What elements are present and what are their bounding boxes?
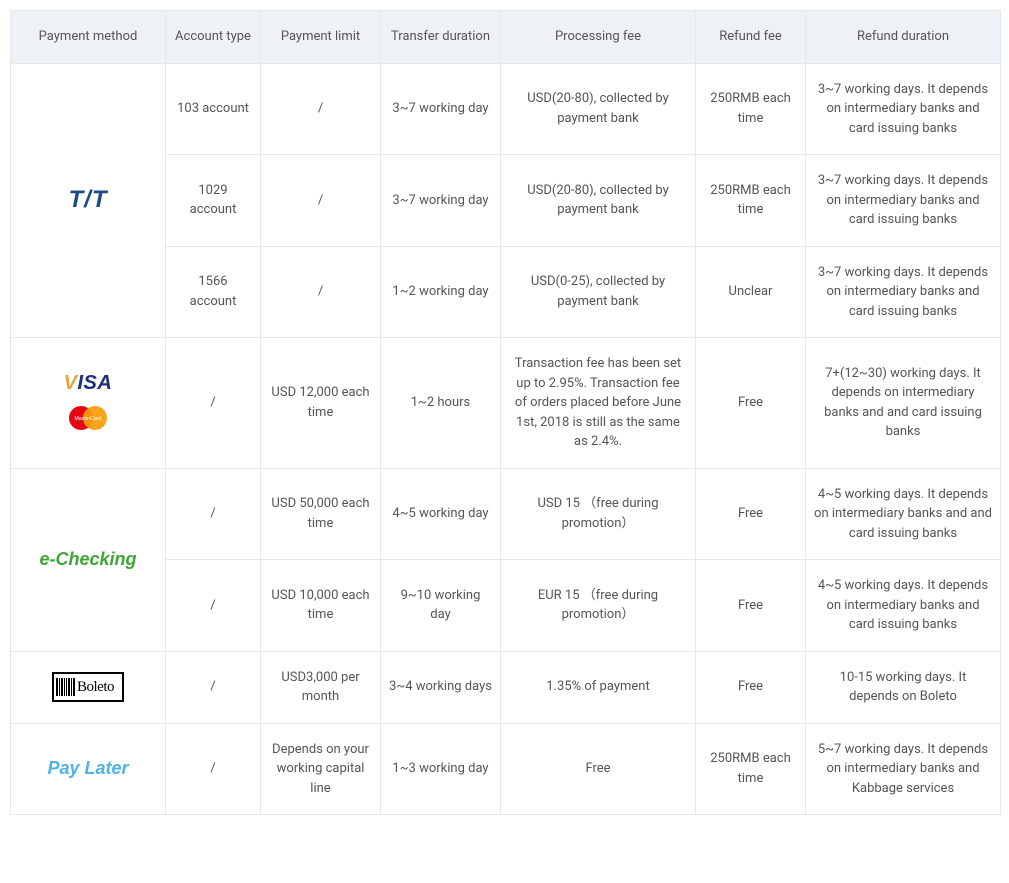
cell-transfer: 1~2 working day [381,246,501,338]
cell-processing: USD(0-25), collected by payment bank [501,246,696,338]
cell-limit: / [261,155,381,247]
table-row: Boleto / USD3,000 per month 3~4 working … [11,651,1001,723]
cell-limit: / [261,246,381,338]
cell-refund-duration: 10-15 working days. It depends on Boleto [806,651,1001,723]
payment-methods-table: Payment method Account type Payment limi… [10,10,1001,815]
boleto-logo: Boleto [52,672,124,703]
cell-account: 1029 account [166,155,261,247]
cell-processing: USD 15 （free during promotion） [501,468,696,560]
header-refund-duration: Refund duration [806,11,1001,64]
header-transfer: Transfer duration [381,11,501,64]
method-visa-mastercard: VISA MasterCard [11,338,166,469]
cell-account: 103 account [166,63,261,155]
cell-refund-duration: 3~7 working days. It depends on intermed… [806,63,1001,155]
cell-account: / [166,723,261,815]
cell-refund-duration: 4~5 working days. It depends on intermed… [806,468,1001,560]
header-method: Payment method [11,11,166,64]
visa-logo: VISA [19,368,157,398]
cell-refund-duration: 4~5 working days. It depends on intermed… [806,560,1001,652]
table-row: e-Checking / USD 50,000 each time 4~5 wo… [11,468,1001,560]
cell-transfer: 4~5 working day [381,468,501,560]
paylater-logo: Pay Later [47,758,128,778]
cell-processing: USD(20-80), collected by payment bank [501,63,696,155]
header-limit: Payment limit [261,11,381,64]
cell-refund: Unclear [696,246,806,338]
cell-transfer: 1~3 working day [381,723,501,815]
echecking-logo: e-Checking [39,549,136,569]
cell-processing: Transaction fee has been set up to 2.95%… [501,338,696,469]
cell-limit: Depends on your working capital line [261,723,381,815]
cell-refund: 250RMB each time [696,155,806,247]
cell-account: 1566 account [166,246,261,338]
cell-transfer: 9~10 working day [381,560,501,652]
svg-text:MasterCard: MasterCard [74,416,101,422]
cell-limit: USD 10,000 each time [261,560,381,652]
method-paylater: Pay Later [11,723,166,815]
tt-logo: T/T [69,186,108,213]
table-row: VISA MasterCard / USD 12,000 each time 1… [11,338,1001,469]
cell-account: / [166,651,261,723]
header-row: Payment method Account type Payment limi… [11,11,1001,64]
cell-limit: / [261,63,381,155]
method-echecking: e-Checking [11,468,166,651]
cell-processing: 1.35% of payment [501,651,696,723]
cell-refund: Free [696,468,806,560]
cell-refund: 250RMB each time [696,723,806,815]
cell-transfer: 1~2 hours [381,338,501,469]
cell-account: / [166,468,261,560]
header-processing: Processing fee [501,11,696,64]
header-account: Account type [166,11,261,64]
cell-account: / [166,338,261,469]
cell-refund: Free [696,651,806,723]
cell-refund: 250RMB each time [696,63,806,155]
cell-account: / [166,560,261,652]
cell-refund: Free [696,560,806,652]
cell-transfer: 3~7 working day [381,155,501,247]
cell-limit: USD 12,000 each time [261,338,381,469]
cell-processing: USD(20-80), collected by payment bank [501,155,696,247]
table-row: Pay Later / Depends on your working capi… [11,723,1001,815]
cell-limit: USD3,000 per month [261,651,381,723]
table-row: T/T 103 account / 3~7 working day USD(20… [11,63,1001,155]
cell-processing: Free [501,723,696,815]
cell-transfer: 3~4 working days [381,651,501,723]
method-boleto: Boleto [11,651,166,723]
cell-limit: USD 50,000 each time [261,468,381,560]
cell-refund-duration: 5~7 working days. It depends on intermed… [806,723,1001,815]
cell-processing: EUR 15 （free during promotion） [501,560,696,652]
cell-refund: Free [696,338,806,469]
header-refund: Refund fee [696,11,806,64]
cell-refund-duration: 7+(12~30) working days. It depends on in… [806,338,1001,469]
cell-refund-duration: 3~7 working days. It depends on intermed… [806,246,1001,338]
cell-transfer: 3~7 working day [381,63,501,155]
cell-refund-duration: 3~7 working days. It depends on intermed… [806,155,1001,247]
mastercard-logo: MasterCard [64,404,112,439]
method-tt: T/T [11,63,166,338]
barcode-icon [56,678,75,696]
